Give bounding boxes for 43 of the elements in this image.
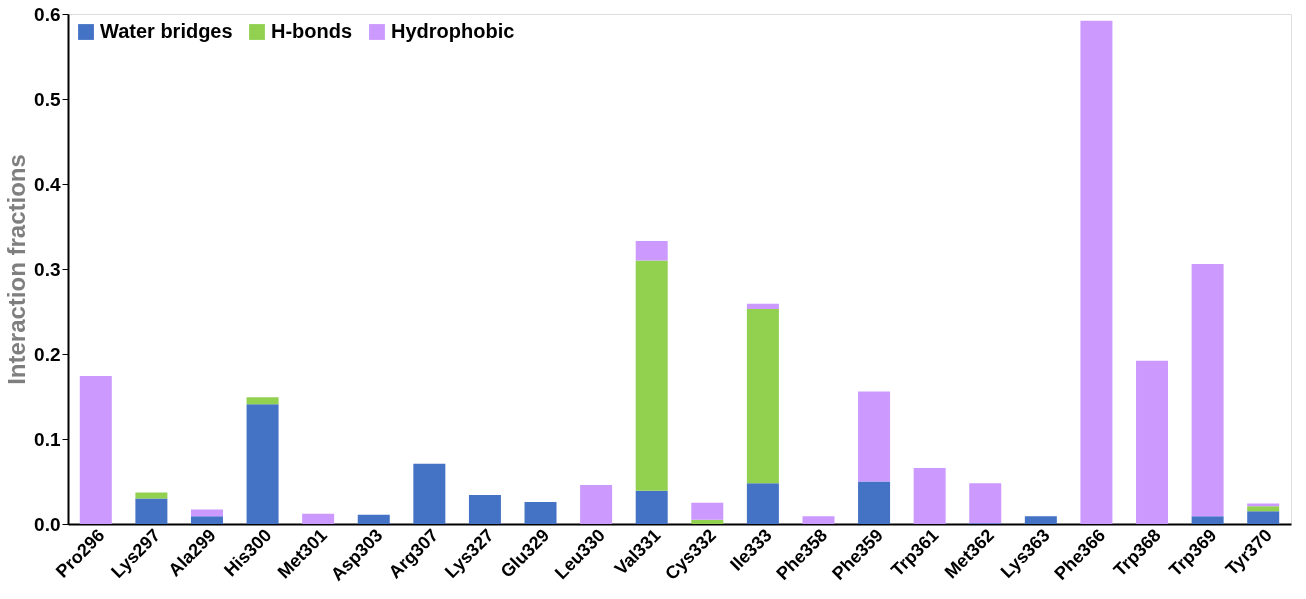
bar	[302, 513, 335, 524]
bar	[357, 514, 390, 524]
bar	[1247, 511, 1280, 524]
bar	[746, 483, 779, 524]
y-tick-label: 0.1	[34, 428, 61, 450]
bar	[635, 240, 668, 261]
y-tick-label: 0.6	[34, 3, 61, 25]
bar	[802, 516, 835, 524]
bar	[746, 303, 779, 309]
y-tick-label: 0.0	[34, 513, 61, 535]
legend-label: H-bonds	[271, 20, 353, 42]
y-tick-label: 0.4	[34, 173, 61, 195]
bar	[79, 376, 112, 524]
bar	[413, 463, 446, 524]
legend-label: Water bridges	[100, 20, 233, 42]
bar	[468, 495, 501, 524]
bar	[135, 492, 168, 499]
bar	[858, 481, 891, 524]
bar	[246, 397, 279, 405]
bar	[635, 490, 668, 524]
bar	[1191, 263, 1224, 517]
bar	[190, 516, 223, 524]
y-tick-label: 0.2	[34, 343, 61, 365]
y-axis-title: Interaction fractions	[3, 154, 31, 385]
bar	[524, 501, 557, 524]
y-tick-label: 0.3	[34, 258, 61, 280]
bar	[580, 484, 613, 524]
bar	[1080, 20, 1113, 524]
y-tick-label: 0.5	[34, 88, 61, 110]
bar	[691, 519, 724, 524]
bar	[969, 483, 1002, 524]
bar	[1024, 516, 1057, 524]
bar	[1191, 516, 1224, 524]
bar	[1136, 360, 1169, 524]
bar	[858, 391, 891, 482]
bar	[135, 498, 168, 524]
bar	[746, 308, 779, 484]
bar	[691, 502, 724, 520]
bar	[635, 260, 668, 491]
legend-label: Hydrophobic	[391, 20, 515, 42]
bar	[246, 404, 279, 524]
bar	[913, 467, 946, 524]
bar	[1247, 506, 1280, 512]
